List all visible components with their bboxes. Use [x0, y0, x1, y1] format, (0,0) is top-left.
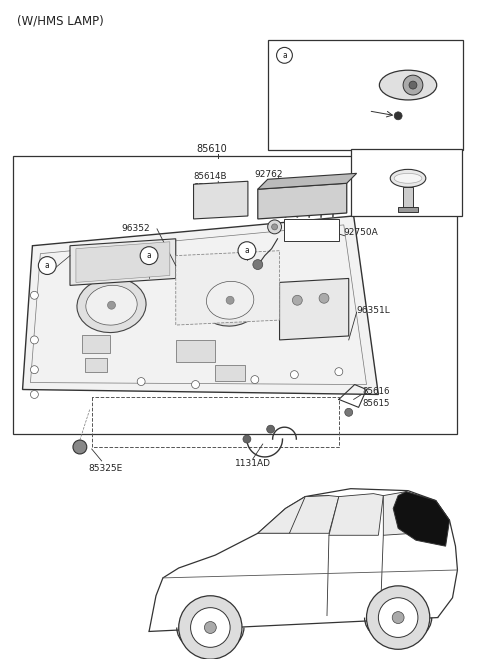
Circle shape: [367, 586, 430, 649]
Text: 1194GB: 1194GB: [360, 155, 396, 164]
Circle shape: [137, 377, 145, 385]
Bar: [176, 340, 216, 361]
Circle shape: [335, 367, 343, 375]
Ellipse shape: [390, 169, 426, 187]
Text: 89855B: 89855B: [295, 85, 330, 95]
Polygon shape: [289, 496, 339, 534]
Text: 1131AD: 1131AD: [235, 459, 271, 469]
Circle shape: [30, 365, 38, 373]
Circle shape: [394, 112, 402, 120]
Ellipse shape: [198, 275, 262, 326]
Circle shape: [403, 75, 423, 95]
Polygon shape: [23, 216, 378, 395]
Circle shape: [30, 391, 38, 399]
Text: a: a: [244, 246, 249, 255]
Polygon shape: [70, 239, 176, 285]
Text: (W/HMS LAMP): (W/HMS LAMP): [17, 14, 103, 27]
Text: a: a: [282, 51, 287, 60]
Polygon shape: [329, 494, 384, 536]
Circle shape: [267, 425, 275, 433]
Circle shape: [253, 260, 263, 269]
Polygon shape: [258, 496, 329, 534]
Bar: [398, 207, 418, 212]
Text: 18644F: 18644F: [289, 227, 319, 236]
Circle shape: [73, 440, 87, 454]
Bar: [216, 365, 245, 381]
Text: 84668: 84668: [324, 103, 353, 113]
Text: 92762: 92762: [255, 170, 283, 179]
Text: a: a: [147, 251, 151, 260]
Polygon shape: [426, 500, 450, 526]
Circle shape: [392, 612, 404, 624]
Circle shape: [30, 291, 38, 299]
Ellipse shape: [86, 285, 137, 325]
Bar: [403, 187, 413, 209]
Circle shape: [140, 247, 158, 265]
Text: 96352: 96352: [121, 224, 150, 234]
Polygon shape: [193, 181, 248, 219]
Ellipse shape: [379, 70, 437, 100]
Circle shape: [30, 336, 38, 344]
Circle shape: [192, 381, 200, 389]
Text: 85615: 85615: [362, 399, 390, 408]
Polygon shape: [258, 183, 347, 219]
Circle shape: [268, 220, 281, 234]
Bar: [85, 357, 107, 371]
Circle shape: [191, 608, 230, 647]
Circle shape: [226, 297, 234, 305]
Circle shape: [204, 622, 216, 634]
Text: a: a: [45, 261, 49, 270]
Bar: [12, 156, 457, 434]
Text: 85325E: 85325E: [89, 464, 123, 473]
Ellipse shape: [394, 173, 422, 183]
Bar: [268, 40, 463, 150]
Polygon shape: [76, 242, 170, 283]
Circle shape: [276, 48, 292, 64]
Circle shape: [345, 408, 353, 416]
Polygon shape: [393, 492, 450, 546]
Bar: [351, 148, 462, 216]
Text: 96351L: 96351L: [357, 306, 390, 314]
Ellipse shape: [77, 278, 146, 332]
Circle shape: [179, 596, 242, 659]
Text: 85616: 85616: [362, 387, 390, 396]
Circle shape: [108, 301, 116, 309]
Circle shape: [251, 375, 259, 383]
Polygon shape: [149, 489, 457, 632]
Circle shape: [243, 435, 251, 443]
Circle shape: [292, 295, 302, 305]
Circle shape: [272, 224, 277, 230]
Circle shape: [38, 257, 56, 275]
Text: 85610: 85610: [196, 144, 227, 154]
Circle shape: [319, 293, 329, 303]
Polygon shape: [176, 251, 279, 325]
Polygon shape: [384, 492, 428, 536]
Bar: [82, 335, 109, 353]
Polygon shape: [258, 173, 357, 189]
Circle shape: [378, 598, 418, 638]
Ellipse shape: [206, 281, 254, 319]
Bar: [285, 219, 339, 241]
Circle shape: [238, 242, 256, 260]
Circle shape: [409, 81, 417, 89]
Circle shape: [290, 371, 298, 379]
Text: 92750A: 92750A: [344, 228, 379, 238]
Text: 85616A: 85616A: [193, 183, 227, 192]
Text: 85614B: 85614B: [193, 172, 227, 181]
Polygon shape: [279, 279, 349, 340]
